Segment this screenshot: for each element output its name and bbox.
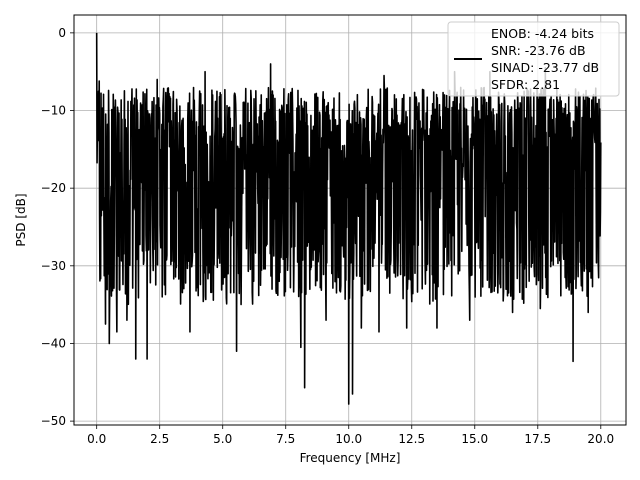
- y-axis-label: PSD [dB]: [14, 193, 28, 246]
- legend-snr: SNR: -23.76 dB: [491, 43, 586, 58]
- x-tick-label: 10.0: [335, 432, 362, 446]
- x-tick-label: 12.5: [398, 432, 425, 446]
- legend-sfdr: SFDR: 2.81: [491, 77, 560, 92]
- y-tick-label: 0: [58, 26, 66, 40]
- legend-sinad: SINAD: -23.77 dB: [491, 60, 599, 75]
- x-tick-label: 20.0: [587, 432, 614, 446]
- plot-area: [95, 32, 602, 405]
- y-tick-label: −50: [41, 414, 66, 428]
- x-tick-label: 15.0: [461, 432, 488, 446]
- x-tick-label: 17.5: [524, 432, 551, 446]
- y-tick-label: −20: [41, 181, 66, 195]
- axis-ticks: 0.0 2.5 5.0 7.5 10.0 12.5 15.0 17.5 20.0 0 −10 −20 −…: [41, 26, 614, 446]
- axes-frame: [73, 14, 627, 426]
- legend: ENOB: -4.24 bits SNR: -23.76 dB SINAD: -…: [447, 21, 620, 97]
- x-tick-label: 5.0: [213, 432, 232, 446]
- x-tick-label: 7.5: [276, 432, 295, 446]
- y-tick-label: −40: [41, 336, 66, 350]
- x-tick-label: 0.0: [87, 432, 106, 446]
- psd-series-line: [95, 32, 602, 405]
- x-tick-label: 2.5: [150, 432, 169, 446]
- legend-enob: ENOB: -4.24 bits: [491, 26, 594, 41]
- legend-box: [447, 21, 620, 97]
- x-axis-label: Frequency [MHz]: [300, 451, 401, 465]
- y-tick-label: −30: [41, 259, 66, 273]
- y-tick-label: −10: [41, 104, 66, 118]
